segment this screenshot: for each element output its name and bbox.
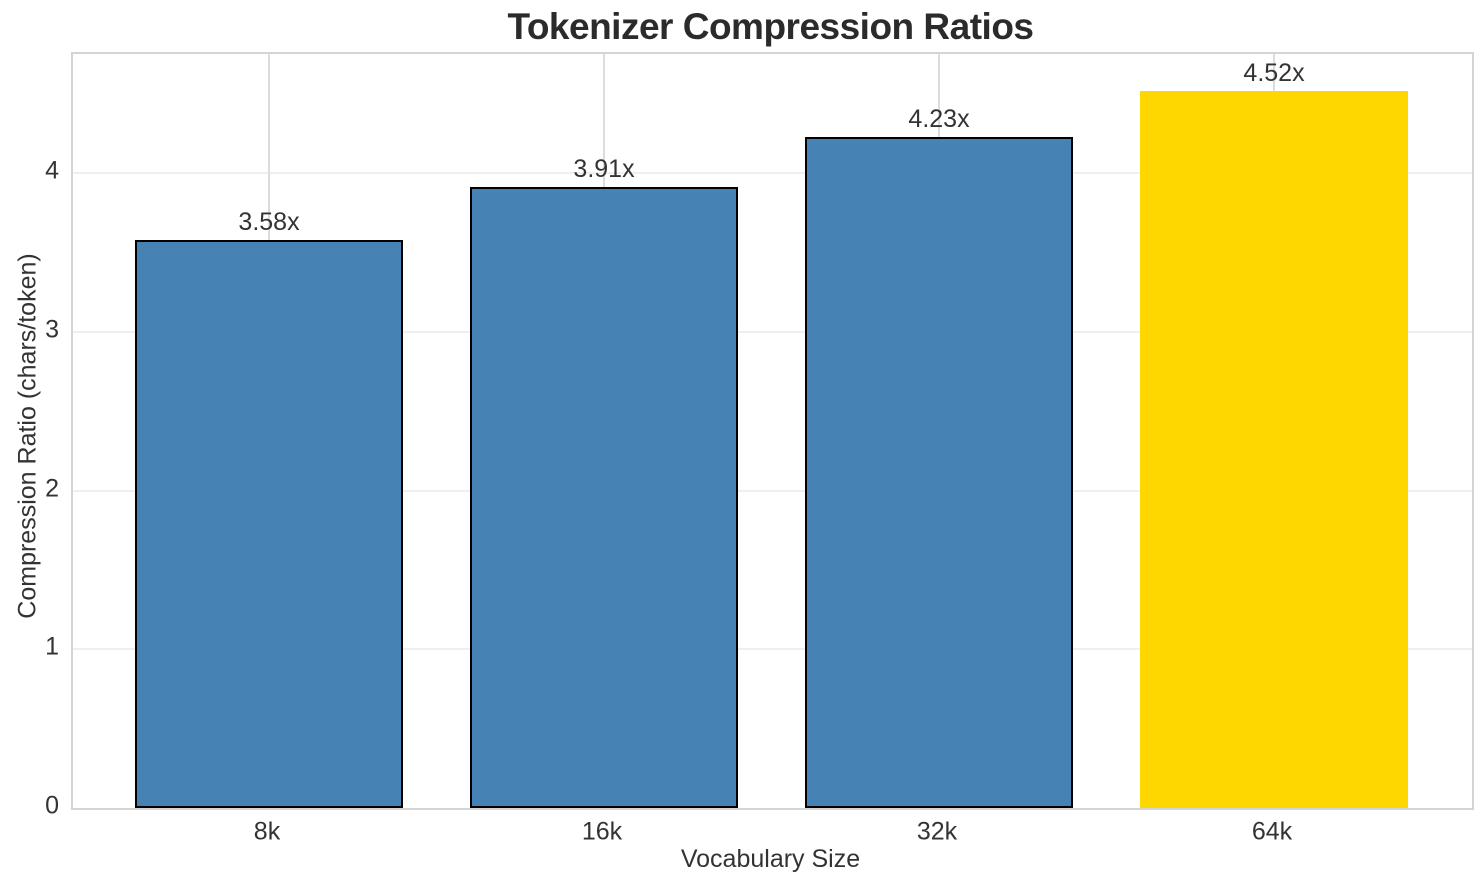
- x-tick-label: 16k: [581, 817, 623, 846]
- value-label: 3.58x: [238, 207, 300, 236]
- value-label: 4.23x: [908, 104, 970, 133]
- plot-area: 3.58x 3.91x 4.23x 4.52x: [71, 52, 1474, 810]
- gridline-h: [73, 172, 1472, 175]
- y-tick-label: 1: [45, 632, 59, 661]
- y-tick-label: 4: [45, 156, 59, 185]
- value-label: 3.91x: [573, 155, 635, 184]
- x-tick-label: 32k: [916, 817, 958, 846]
- y-tick-label: 2: [45, 474, 59, 503]
- bar-8k: [135, 239, 403, 808]
- y-tick-label: 3: [45, 315, 59, 344]
- gridline-h: [73, 648, 1472, 651]
- value-label: 4.52x: [1243, 58, 1305, 87]
- x-tick-label: 8k: [253, 817, 281, 846]
- y-axis-label: Compression Ratio (chars/token): [13, 253, 42, 619]
- gridline-h: [73, 489, 1472, 492]
- y-tick-label: 0: [45, 791, 59, 820]
- bar-64k: [1140, 90, 1408, 808]
- bar-16k: [470, 187, 738, 808]
- x-tick-label: 64k: [1251, 817, 1293, 846]
- x-axis-label: Vocabulary Size: [680, 845, 861, 873]
- chart-title: Tokenizer Compression Ratios: [507, 6, 1034, 47]
- gridline-h: [73, 330, 1472, 333]
- bar-32k: [805, 136, 1073, 808]
